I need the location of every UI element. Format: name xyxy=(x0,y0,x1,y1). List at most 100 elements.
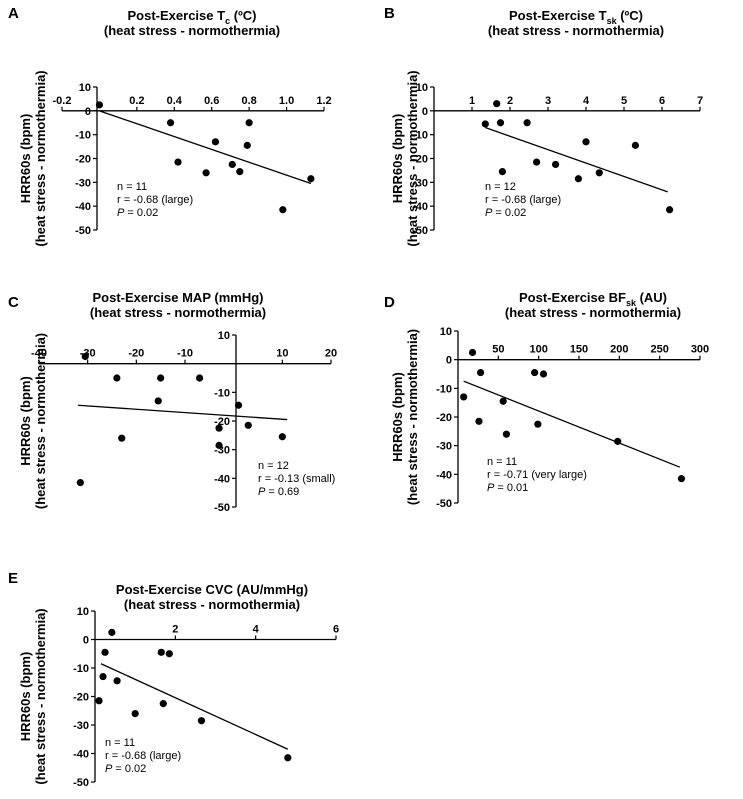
stat-p-symbol: P xyxy=(487,482,495,494)
x-tick-label: 300 xyxy=(691,344,709,356)
y-tick-label: -40 xyxy=(75,201,91,213)
data-point xyxy=(113,374,121,382)
panel-label: A xyxy=(8,5,19,22)
y-axis-label-secondary: (heat stress - normothermia) xyxy=(33,608,48,784)
y-tick-label: -40 xyxy=(214,473,230,485)
y-tick-label: -50 xyxy=(436,498,452,510)
x-tick-label: 50 xyxy=(492,344,504,356)
title-main: Post-Exercise CVC (AU/mmHg) xyxy=(116,582,308,597)
x-tick-label: -0.2 xyxy=(53,95,72,107)
x-tick-label: 10 xyxy=(276,348,288,360)
data-point xyxy=(502,430,510,438)
stat-p: P = 0.02 xyxy=(117,207,158,219)
data-point xyxy=(468,348,477,357)
stat-r: r = -0.68 (large) xyxy=(105,750,181,762)
data-point xyxy=(279,206,287,214)
stat-p: P = 0.02 xyxy=(105,763,146,775)
stat-p-value: = 0.02 xyxy=(115,763,146,775)
y-tick-label: -30 xyxy=(412,177,428,189)
regression-line xyxy=(100,663,289,750)
y-tick-label: -30 xyxy=(73,720,89,732)
data-point xyxy=(539,370,548,378)
data-point xyxy=(481,120,489,128)
x-tick-label: 0.8 xyxy=(241,95,256,107)
y-tick-label: 10 xyxy=(440,326,452,338)
title-main: Post-Exercise BF xyxy=(519,290,626,305)
y-tick-label: -10 xyxy=(436,383,452,395)
data-point xyxy=(631,141,640,149)
data-point xyxy=(95,101,104,109)
data-point xyxy=(582,138,590,146)
data-point xyxy=(131,710,139,718)
panel-label: C xyxy=(8,294,19,311)
x-tick-label: 4 xyxy=(253,624,260,636)
title-unit: (AU) xyxy=(636,290,667,305)
stat-p-value: = 0.02 xyxy=(495,207,526,219)
stat-p-value: = 0.02 xyxy=(127,207,158,219)
panel-a: A Post-Exercise Tc (ºC)(heat stress - nor… xyxy=(8,5,332,247)
x-tick-label: 150 xyxy=(570,344,588,356)
title-subscript: sk xyxy=(626,298,637,308)
data-point xyxy=(95,697,103,705)
y-axis-label-secondary: (heat stress - normothermia) xyxy=(405,70,420,246)
y-tick-label: -50 xyxy=(75,225,91,237)
data-point xyxy=(666,206,674,214)
data-point xyxy=(499,397,507,405)
y-tick-label: -30 xyxy=(75,177,91,189)
y-tick-label: -40 xyxy=(73,749,89,761)
data-point xyxy=(166,119,175,127)
regression-line xyxy=(485,126,668,193)
data-point xyxy=(534,420,542,428)
data-point xyxy=(101,648,109,656)
title-subscript: sk xyxy=(607,16,618,26)
data-point xyxy=(157,374,165,382)
data-point xyxy=(552,160,560,169)
y-tick-label: 0 xyxy=(85,106,91,118)
y-tick-label: -20 xyxy=(436,412,452,424)
stat-p: P = 0.69 xyxy=(258,486,299,498)
title-main: Post-Exercise MAP (mmHg) xyxy=(93,290,264,305)
data-point xyxy=(595,169,603,177)
y-tick-label: -10 xyxy=(214,387,230,399)
panel-label: D xyxy=(384,294,395,311)
x-tick-label: 200 xyxy=(610,344,628,356)
chart-subtitle: (heat stress - normothermia) xyxy=(104,23,280,38)
stat-n: n = 11 xyxy=(105,737,135,749)
y-tick-label: -40 xyxy=(436,469,452,481)
y-tick-label: 0 xyxy=(422,106,428,118)
y-axis-label: HRR60s (bpm) xyxy=(18,652,33,742)
title-unit: (ºC) xyxy=(617,8,643,23)
y-axis-label: HRR60s (bpm) xyxy=(18,114,33,204)
data-point xyxy=(278,433,286,441)
data-point xyxy=(165,650,173,658)
data-point xyxy=(76,479,84,487)
data-point xyxy=(614,437,622,445)
title-unit: (ºC) xyxy=(230,8,256,23)
y-tick-label: -20 xyxy=(75,154,91,166)
regression-line xyxy=(99,110,312,185)
x-tick-label: 100 xyxy=(529,344,547,356)
y-tick-label: -10 xyxy=(73,663,89,675)
data-point xyxy=(157,648,165,656)
chart-subtitle: (heat stress - normothermia) xyxy=(488,23,664,38)
y-axis-label: HRR60s (bpm) xyxy=(390,114,405,204)
data-point xyxy=(154,397,162,405)
title-main: Post-Exercise T xyxy=(128,8,226,23)
data-point xyxy=(236,168,244,176)
x-tick-label: 6 xyxy=(659,95,665,107)
x-tick-label: 1 xyxy=(469,95,475,107)
chart-title: Post-Exercise Tsk (ºC) xyxy=(509,8,643,26)
data-point xyxy=(99,672,107,681)
x-tick-label: 0.2 xyxy=(129,95,144,107)
y-tick-label: 10 xyxy=(77,606,89,618)
y-tick-label: 10 xyxy=(416,82,428,94)
data-point xyxy=(215,424,223,432)
stat-r: r = -0.71 (very large) xyxy=(487,469,587,481)
y-tick-label: 0 xyxy=(83,635,89,647)
y-axis-label-secondary: (heat stress - normothermia) xyxy=(405,329,420,505)
x-tick-label: 2 xyxy=(507,95,513,107)
data-point xyxy=(307,175,315,183)
stat-p: P = 0.01 xyxy=(487,482,528,494)
data-point xyxy=(244,421,252,429)
